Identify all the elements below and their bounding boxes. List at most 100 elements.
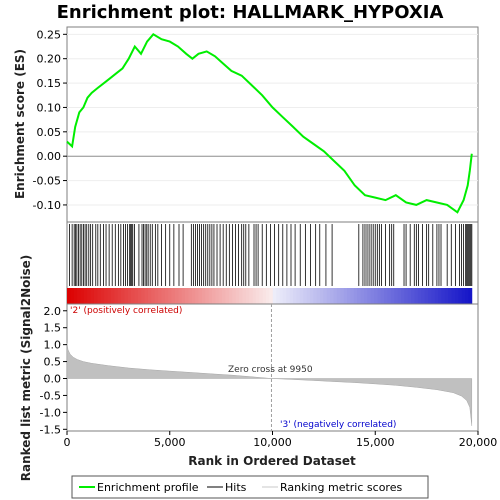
heatbar-segment — [340, 288, 345, 304]
heatbar-segment — [309, 288, 314, 304]
heatbar-segment — [255, 288, 260, 304]
heatbar-segment — [384, 288, 388, 304]
heatbar-segment — [235, 288, 240, 304]
heatbar-segment — [225, 288, 230, 304]
heatbar-segment — [120, 288, 125, 304]
heatbar-segment — [67, 288, 71, 304]
legend-metric-label: Ranking metric scores — [280, 481, 402, 494]
heatbar-segment — [330, 288, 334, 304]
heatbar-segment — [80, 288, 85, 304]
heatbar-segment — [259, 288, 264, 304]
heatbar-segment — [326, 288, 331, 304]
es-ytick-label: 0.05 — [37, 126, 62, 139]
heatbar-segment — [174, 288, 179, 304]
heatbar-segment — [154, 288, 159, 304]
es-plot-area — [66, 26, 479, 223]
es-ytick-label: 0.10 — [37, 101, 62, 114]
heatbar-segment — [134, 288, 139, 304]
heatbar-segment — [414, 288, 419, 304]
heatbar-segment — [333, 288, 338, 304]
heatbar-segment — [161, 288, 166, 304]
heatbar-segment — [178, 288, 183, 304]
heatbar-segment — [407, 288, 412, 304]
heatbar-segment — [262, 288, 267, 304]
es-panel: -0.10 -0.05 0.00 0.05 0.10 0.15 0.20 0.25 Enric… — [13, 26, 479, 223]
heatbar-segment — [198, 288, 203, 304]
zero-cross-label: Zero cross at 9950 — [228, 365, 313, 375]
metric-ytick-label: 2.0 — [44, 305, 62, 318]
heatbar-segment — [316, 288, 321, 304]
heatbar-segment — [299, 288, 304, 304]
metric-ytick-label: -0.5 — [40, 389, 61, 402]
heatbar-segment — [448, 288, 452, 304]
heatbar-segment — [336, 288, 341, 304]
heatbar-segment — [438, 288, 442, 304]
heatbar-segment — [444, 288, 449, 304]
heatbar-segment — [373, 288, 378, 304]
heatbar-segment — [286, 288, 291, 304]
heatbar-segment — [151, 288, 156, 304]
heatbar-segment — [394, 288, 399, 304]
heatbar-segment — [195, 288, 199, 304]
es-ytick-label: -0.05 — [33, 175, 61, 188]
es-ytick-label: 0.25 — [37, 28, 62, 41]
heatbar-segment — [100, 288, 105, 304]
heatbar-segment — [269, 288, 274, 304]
heatbar-segment — [272, 288, 277, 304]
enrichment-profile-line — [66, 33, 473, 214]
heatbar-segment — [114, 288, 119, 304]
heatbar-segment — [70, 288, 75, 304]
heatbar-segment — [144, 288, 149, 304]
heatbar-segment — [185, 288, 189, 304]
heatbar-segment — [239, 288, 243, 304]
heatbar-segment — [367, 288, 372, 304]
metric-plot-area — [66, 303, 479, 432]
xtick-label: 0 — [64, 436, 71, 449]
heatbar-segment — [363, 288, 368, 304]
heatbar-segment — [417, 288, 422, 304]
heatbar-segment — [205, 288, 210, 304]
heatbar-segment — [97, 288, 102, 304]
chart-title: Enrichment plot: HALLMARK_HYPOXIA — [57, 2, 444, 23]
heatbar-segment — [222, 288, 226, 304]
legend-hits-label: Hits — [225, 481, 247, 494]
heatbar-segment — [188, 288, 193, 304]
heatbar-segment — [171, 288, 176, 304]
heatbar-segment — [208, 288, 213, 304]
heatbar-segment — [343, 288, 348, 304]
heatbar-segment — [390, 288, 395, 304]
heatbar-segment — [350, 288, 355, 304]
xtick-label: 10,000 — [253, 436, 292, 449]
legend-box — [71, 475, 429, 499]
heatbar-segment — [73, 288, 78, 304]
es-ytick-label: 0.15 — [37, 77, 62, 90]
heatbar-segment — [77, 288, 81, 304]
heatbar-segment — [87, 288, 92, 304]
heatbar-segment — [201, 288, 206, 304]
heatbar-segment — [323, 288, 328, 304]
heatbar-segment — [380, 288, 385, 304]
heatbar-segment — [228, 288, 233, 304]
positive-correlation-label: '2' (positively correlated) — [70, 306, 182, 316]
heatbar-segment — [465, 288, 469, 304]
heatbar-segment — [454, 288, 459, 304]
ranking-metric-area — [66, 342, 473, 426]
heatbar-segment — [279, 288, 284, 304]
metric-ytick-label: 1.5 — [44, 322, 62, 335]
heatbar-segment — [427, 288, 432, 304]
heatbar-segment — [320, 288, 324, 304]
heatbar-segment — [252, 288, 257, 304]
metric-panel: -1.5 -1.0 -0.5 0.0 0.5 1.0 1.5 2.0 0 5,000 10,000… — [19, 255, 497, 482]
heatbar-segment — [124, 288, 129, 304]
heatbar-segment — [461, 288, 466, 304]
heatbar-segment — [370, 288, 375, 304]
heatbar-segment — [306, 288, 311, 304]
heatbar-segment — [293, 288, 297, 304]
heatbar-segment — [147, 288, 152, 304]
heatbar-segment — [421, 288, 426, 304]
es-ylabel: Enrichment score (ES) — [13, 49, 27, 199]
heatbar-segment — [141, 288, 145, 304]
xtick-label: 20,000 — [459, 436, 498, 449]
es-ytick-label: 0.20 — [37, 53, 62, 66]
